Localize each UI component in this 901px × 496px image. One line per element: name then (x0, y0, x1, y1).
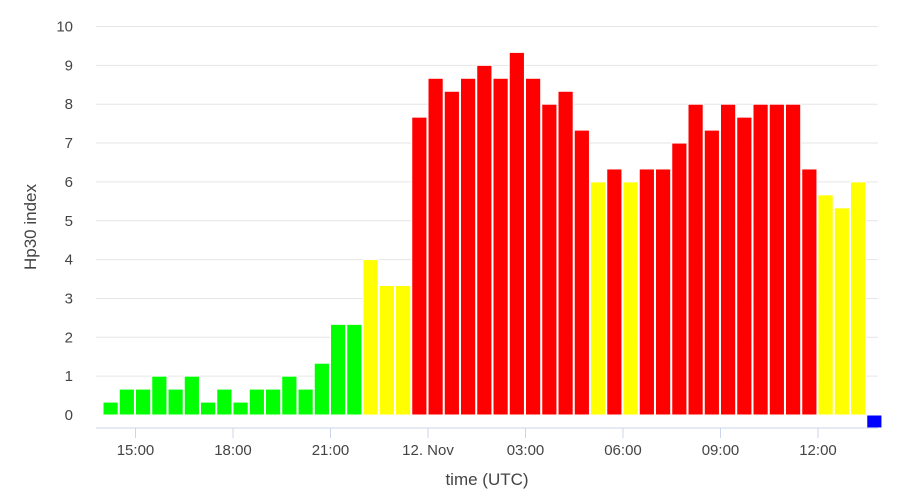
y-tick-label: 8 (65, 96, 73, 113)
bar (427, 77, 444, 416)
bar (785, 103, 802, 416)
bar (850, 181, 867, 416)
y-tick-label: 0 (65, 407, 73, 424)
bar (167, 388, 184, 416)
y-tick-label: 4 (65, 252, 73, 269)
bar (378, 285, 395, 416)
bar (703, 129, 720, 416)
bar (541, 103, 558, 416)
bar (606, 168, 623, 416)
bar (411, 116, 428, 416)
bar (590, 181, 607, 416)
y-tick-label: 7 (65, 135, 73, 152)
bar (687, 103, 704, 416)
y-tick-label: 5 (65, 213, 73, 230)
x-tick-label: 15:00 (117, 442, 155, 459)
bar (346, 323, 363, 416)
bar (476, 64, 493, 416)
x-axis (96, 427, 878, 438)
x-tick-label: 12:00 (799, 442, 837, 459)
bar (460, 77, 477, 416)
bar (671, 142, 688, 416)
y-tick-label: 10 (56, 19, 73, 36)
bar (297, 388, 314, 416)
bar (638, 168, 655, 416)
bar (492, 77, 509, 416)
bar (216, 388, 233, 416)
bar (833, 207, 850, 416)
bar (768, 103, 785, 416)
bar (720, 103, 737, 416)
bar (183, 375, 200, 416)
bar (508, 51, 525, 416)
x-tick-label: 06:00 (604, 442, 642, 459)
bar (573, 129, 590, 416)
x-tick-label: 21:00 (312, 442, 350, 459)
bar (330, 323, 347, 416)
y-tick-label: 9 (65, 57, 73, 74)
bars (102, 51, 883, 429)
bar (866, 414, 883, 429)
bar (622, 181, 639, 416)
y-tick-label: 3 (65, 290, 73, 307)
bar (265, 388, 282, 416)
bar (395, 285, 412, 416)
bar (118, 388, 135, 416)
x-tick-label: 18:00 (214, 442, 252, 459)
y-tick-label: 2 (65, 329, 73, 346)
bar (232, 401, 249, 416)
x-axis-tick-labels: 15:00 18:00 21:00 12. Nov 03:00 06:00 09:00 12:… (117, 442, 837, 459)
bar (248, 388, 265, 416)
x-tick-label: 09:00 (702, 442, 740, 459)
bar (736, 116, 753, 416)
bar (557, 90, 574, 416)
y-tick-label: 1 (65, 368, 73, 385)
bar (281, 375, 298, 416)
x-tick-label: 12. Nov (402, 442, 454, 459)
bar (313, 362, 330, 416)
bar (525, 77, 542, 416)
bar (102, 401, 119, 416)
bar (817, 194, 834, 416)
y-tick-label: 6 (65, 174, 73, 191)
bar (443, 90, 460, 416)
bar (655, 168, 672, 416)
x-tick-label: 03:00 (507, 442, 545, 459)
bar (752, 103, 769, 416)
bar (151, 375, 168, 416)
y-axis-title: Hp30 index (21, 184, 40, 271)
bar (200, 401, 217, 416)
y-axis-tick-labels: 0 1 2 3 4 5 6 7 8 9 10 (56, 19, 73, 425)
bar (801, 168, 818, 416)
x-axis-title: time (UTC) (445, 470, 528, 489)
bar (362, 259, 379, 416)
bar (135, 388, 152, 416)
